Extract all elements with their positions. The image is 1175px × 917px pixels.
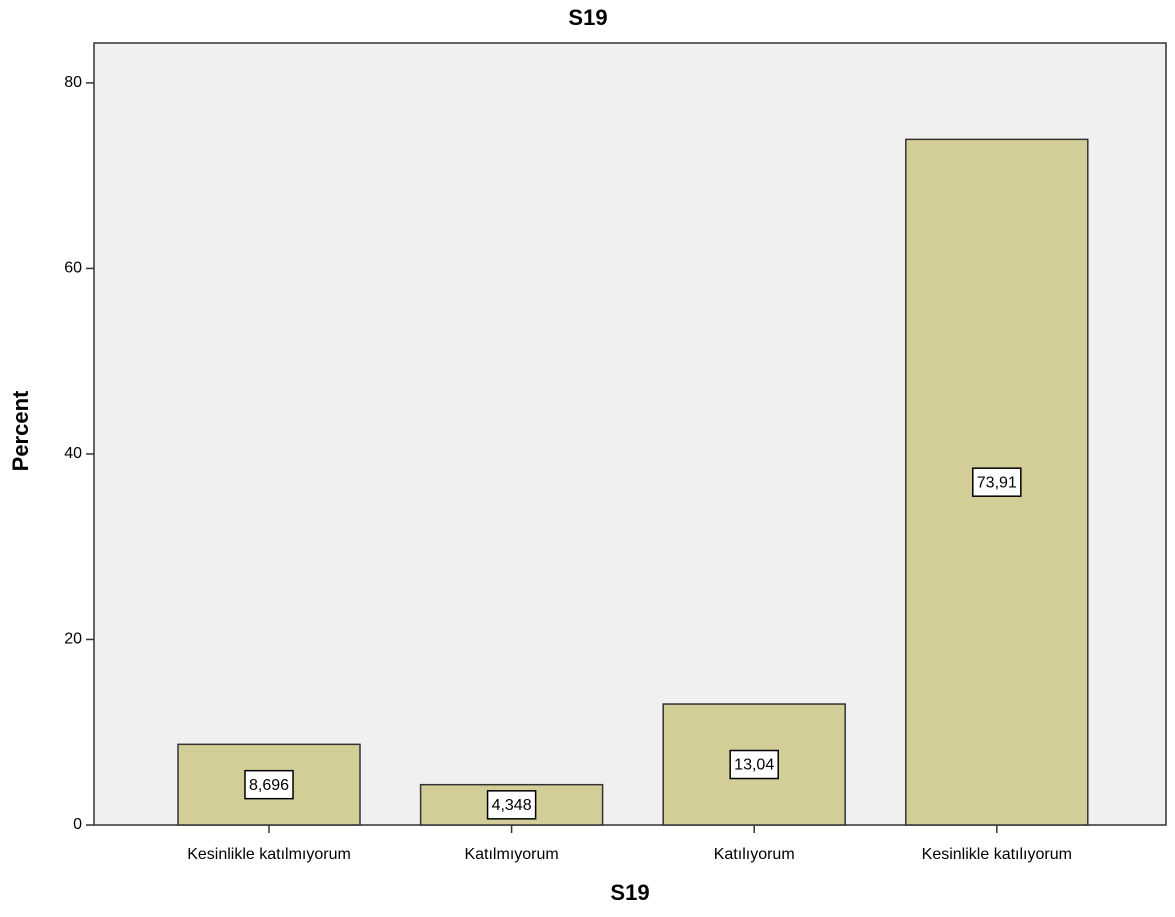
value-label-box <box>244 769 294 800</box>
y-tick-label: 20 <box>64 631 82 648</box>
value-label-box <box>486 790 537 820</box>
x-axis-title: S19 <box>610 880 649 905</box>
value-label-box <box>972 467 1022 497</box>
x-tick-label: Kesinlikle katılmıyorum <box>187 846 351 863</box>
x-tick-label: Katılmıyorum <box>464 846 558 863</box>
value-label: 4,348 <box>492 797 532 814</box>
value-label: 73,91 <box>977 474 1017 491</box>
y-tick-label: 40 <box>64 445 82 462</box>
x-tick-label: Katılıyorum <box>714 846 795 863</box>
x-tick-label: Kesinlikle katılıyorum <box>922 846 1072 863</box>
y-tick-label: 0 <box>73 816 82 833</box>
y-tick-label: 80 <box>64 74 82 91</box>
y-tick-label: 60 <box>64 260 82 277</box>
value-label: 13,04 <box>734 757 774 774</box>
chart-title: S19 <box>568 5 607 30</box>
y-axis-title: Percent <box>8 390 33 471</box>
value-label: 8,696 <box>249 777 289 794</box>
value-label-box <box>729 749 779 780</box>
